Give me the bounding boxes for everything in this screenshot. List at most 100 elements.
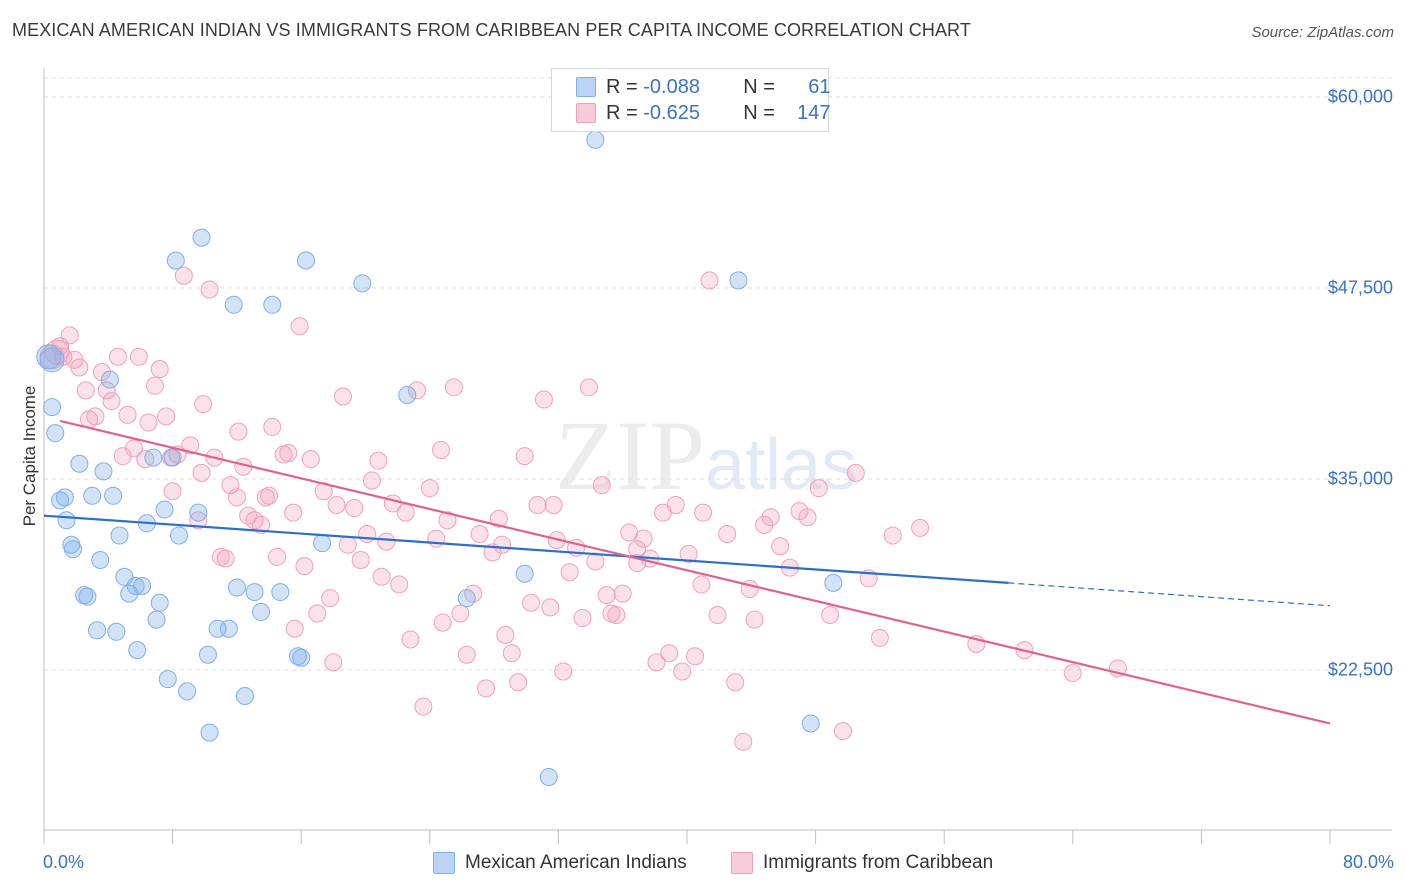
pink-point: [755, 515, 774, 534]
blue-point: [288, 647, 307, 666]
pink-point: [150, 359, 169, 378]
blue-point: [313, 534, 332, 553]
legend-r-value: -0.625: [643, 101, 700, 124]
blue-point: [55, 488, 74, 507]
pink-point: [734, 732, 753, 751]
correlation-legend: R = -0.088 N = 61 R = -0.625 N = 147: [551, 68, 831, 132]
pink-point: [333, 387, 352, 406]
pink-point: [163, 482, 182, 501]
pink-point: [192, 463, 211, 482]
pink-point: [457, 645, 476, 664]
blue-point: [163, 448, 182, 467]
pink-point: [833, 722, 852, 741]
pink-point: [129, 347, 148, 366]
blue-point: [46, 424, 65, 443]
blue-point: [91, 550, 110, 569]
pink-point: [420, 479, 439, 498]
blue-point: [353, 274, 372, 293]
blue-point: [150, 593, 169, 612]
pink-point: [414, 697, 433, 716]
pink-point: [362, 471, 381, 490]
blue-trend-line: [43, 514, 1009, 585]
pink-point: [528, 495, 547, 514]
pink-point: [541, 598, 560, 617]
pink-point: [108, 347, 127, 366]
blue-point: [252, 602, 271, 621]
pink-point: [390, 575, 409, 594]
blue-point: [128, 641, 147, 660]
blue-point: [801, 714, 820, 733]
chart-title: MEXICAN AMERICAN INDIAN VS IMMIGRANTS FR…: [12, 20, 971, 40]
pink-point: [70, 358, 89, 377]
blue-point: [292, 648, 311, 667]
blue-point: [133, 576, 152, 595]
blue-point: [170, 526, 189, 545]
pink-point: [534, 390, 553, 409]
blue-point: [104, 486, 123, 505]
blue-point: [729, 271, 748, 290]
blue-point: [126, 576, 145, 595]
pink-point: [761, 508, 780, 527]
pink-point: [321, 589, 340, 608]
pink-point: [377, 532, 396, 551]
pink-point: [401, 630, 420, 649]
pink-point: [597, 586, 616, 605]
pink-point: [97, 381, 116, 400]
pink-point: [444, 378, 463, 397]
pink-point: [268, 547, 287, 566]
pink-point: [666, 495, 685, 514]
pink-point: [194, 395, 213, 414]
blue-point: [224, 295, 243, 314]
blue-point: [263, 295, 282, 314]
pink-point: [290, 317, 309, 336]
pink-point: [76, 381, 95, 400]
y-tick-label-35000: $35,000: [1327, 468, 1393, 489]
pink-point: [496, 625, 515, 644]
legend-n-label: N =: [743, 101, 775, 124]
pink-point: [509, 673, 528, 692]
pink-point: [358, 525, 377, 544]
pink-point: [592, 476, 611, 495]
legend-r-label: R =: [606, 75, 638, 98]
pink-point: [118, 405, 137, 424]
blue-point: [57, 511, 76, 530]
pink-point: [338, 535, 357, 554]
pink-point: [216, 549, 235, 568]
x-tick-label-min: 0.0%: [43, 852, 85, 872]
pink-point: [285, 619, 304, 638]
blue-point: [586, 130, 605, 149]
pink-point: [427, 529, 446, 548]
pink-point: [229, 422, 248, 441]
pink-point: [327, 495, 346, 514]
legend-row-pink: R = -0.625 N = 147: [552, 100, 831, 126]
pink-point: [579, 378, 598, 397]
pink-point: [686, 647, 705, 666]
series-swatch-pink: [731, 852, 753, 874]
pink-point: [301, 450, 320, 469]
pink-point: [544, 495, 563, 514]
blue-point: [39, 347, 65, 373]
pink-point: [522, 593, 541, 612]
blue-point: [824, 573, 843, 592]
legend-n-label: N =: [743, 75, 775, 98]
pink-point: [647, 653, 666, 672]
pink-point: [679, 544, 698, 563]
x-tick-label-max: 80.0%: [1342, 852, 1394, 872]
pink-point: [245, 511, 264, 530]
watermark: ZIPatlas: [555, 398, 857, 513]
blue-point: [100, 370, 119, 389]
blue-point: [94, 462, 113, 481]
legend-swatch-blue: [576, 77, 596, 97]
legend-swatch-pink: [576, 103, 596, 123]
series-legend-item-blue: Mexican American Indians: [433, 852, 687, 874]
series-legend-label: Mexican American Indians: [465, 852, 687, 873]
blue-point: [144, 448, 163, 467]
blue-point: [83, 486, 102, 505]
pink-point: [745, 610, 764, 629]
pink-point: [809, 479, 828, 498]
pink-point: [44, 339, 70, 365]
pink-point: [263, 418, 282, 437]
pink-point: [324, 653, 343, 672]
pink-point: [798, 508, 817, 527]
pink-point: [407, 381, 426, 400]
